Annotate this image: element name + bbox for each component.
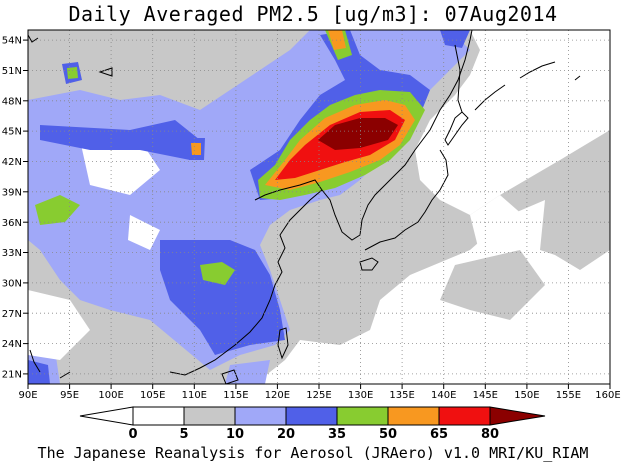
pm25-level-80-region — [318, 118, 398, 150]
colorbar-label: 20 — [277, 427, 295, 442]
y-tick-label: 45N — [2, 127, 22, 138]
y-tick-label: 30N — [2, 279, 22, 290]
pm25-level-0-region — [28, 140, 540, 360]
x-axis-labels: 90E 95E 100E 105E 110E 115E 120E 125E 13… — [18, 390, 620, 401]
colorbar-arrow-low — [79, 406, 134, 426]
coastlines — [28, 30, 581, 384]
map-title: Daily Averaged PM2.5 [ug/m3]: 07Aug2014 — [68, 2, 558, 26]
colorbar-label: 35 — [328, 427, 346, 442]
x-tick-label: 95E — [60, 390, 79, 401]
colorbar-box-35 — [336, 406, 389, 426]
x-tick-label: 120E — [265, 390, 290, 401]
x-tick-label: 135E — [389, 390, 414, 401]
x-tick-label: 110E — [182, 390, 207, 401]
x-tick-label: 150E — [514, 390, 539, 401]
x-tick-label: 105E — [140, 390, 165, 401]
x-tick-label: 145E — [473, 390, 498, 401]
colorbar-label: 50 — [379, 427, 397, 442]
y-tick-label: 39N — [2, 187, 22, 198]
y-tick-label: 33N — [2, 248, 22, 259]
x-tick-label: 115E — [223, 390, 248, 401]
y-tick-label: 51N — [2, 66, 22, 77]
x-tick-label: 155E — [556, 390, 581, 401]
colorbar-box-0 — [132, 406, 185, 426]
colorbar-box-50 — [387, 406, 440, 426]
x-tick-label: 125E — [306, 390, 331, 401]
y-tick-label: 24N — [2, 339, 22, 350]
y-tick-label: 36N — [2, 218, 22, 229]
x-tick-label: 100E — [98, 390, 123, 401]
colorbar-box-65 — [438, 406, 491, 426]
x-tick-label: 90E — [18, 390, 37, 401]
colorbar-box-20 — [285, 406, 338, 426]
colorbar-label: 80 — [481, 427, 499, 442]
colorbar-box-10 — [234, 406, 287, 426]
y-tick-label: 54N — [2, 36, 22, 47]
colorbar-label: 10 — [226, 427, 244, 442]
colorbar-arrow-high — [489, 406, 546, 426]
colorbar-labels: 0 5 10 20 35 50 65 80 — [128, 427, 499, 442]
y-tick-label: 48N — [2, 96, 22, 107]
y-tick-label: 42N — [2, 157, 22, 168]
attribution-footer: The Japanese Reanalysis for Aerosol (JRA… — [37, 444, 589, 462]
colorbar-label: 5 — [179, 427, 188, 442]
y-tick-label: 21N — [2, 370, 22, 381]
y-tick-label: 27N — [2, 309, 22, 320]
colorbar-label: 65 — [430, 427, 448, 442]
colorbar — [79, 406, 546, 426]
x-tick-label: 130E — [348, 390, 373, 401]
colorbar-box-5 — [183, 406, 236, 426]
lat-lon-grid — [28, 30, 610, 384]
y-axis-labels: 21N 24N 27N 30N 33N 36N 39N 42N 45N 48N … — [2, 36, 22, 381]
x-tick-label: 160E — [595, 390, 620, 401]
colorbar-label: 0 — [128, 427, 137, 442]
x-tick-label: 140E — [431, 390, 456, 401]
tick-marks — [23, 39, 611, 389]
